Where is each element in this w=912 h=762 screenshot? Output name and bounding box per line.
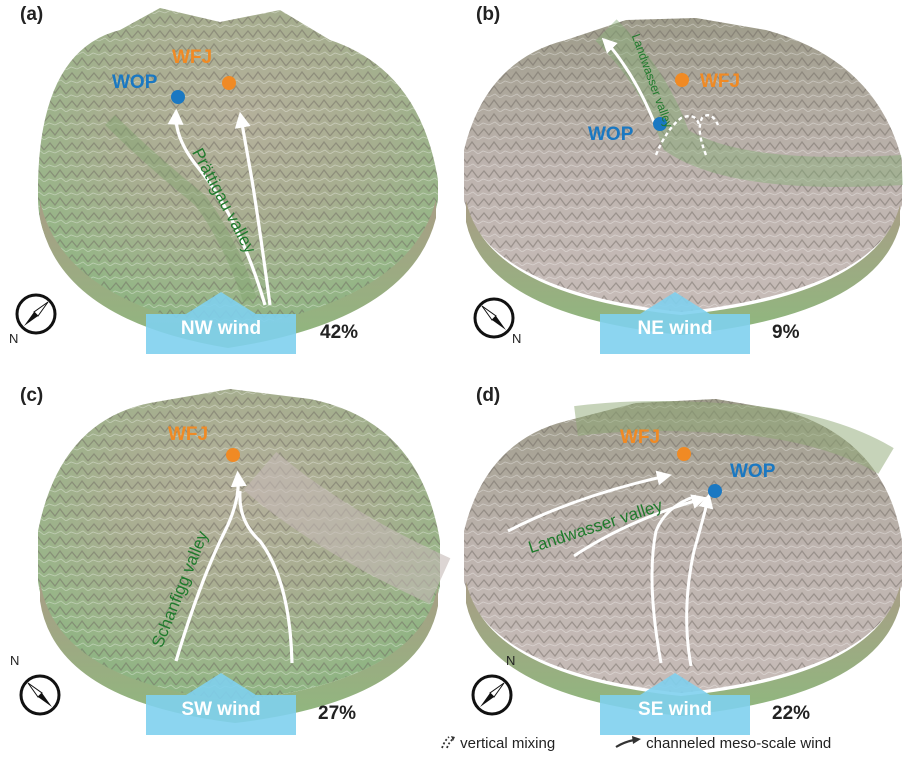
panel-b: (b) WFJ WOP Landwasser valley NE wind 9%… bbox=[456, 0, 912, 381]
panel-label: (c) bbox=[20, 385, 44, 406]
channeled-wind-arrow bbox=[507, 470, 672, 533]
wind-frequency: 42% bbox=[320, 322, 359, 343]
vertical-mixing-icon bbox=[654, 114, 720, 156]
panel-label: (a) bbox=[20, 4, 44, 25]
legend-vertical-mixing: vertical mixing bbox=[440, 734, 555, 752]
north-label: N bbox=[512, 331, 522, 346]
wfj-marker bbox=[226, 448, 240, 462]
compass-icon bbox=[14, 292, 58, 336]
compass-icon bbox=[18, 673, 62, 717]
wop-marker bbox=[653, 117, 667, 131]
compass-icon bbox=[470, 673, 514, 717]
wfj-marker bbox=[222, 76, 236, 90]
legend-label: channeled meso-scale wind bbox=[646, 735, 832, 752]
wfj-label: WFJ bbox=[700, 71, 741, 92]
wfj-label: WFJ bbox=[168, 424, 209, 445]
channeled-wind-arrow bbox=[685, 493, 714, 667]
wind-label: SE wind bbox=[638, 699, 712, 720]
vertical-mixing-icon bbox=[441, 736, 455, 749]
terrain-relief-a bbox=[38, 8, 438, 348]
wfj-marker bbox=[675, 73, 689, 87]
channeled-wind-arrow bbox=[238, 490, 294, 664]
channeled-wind-arrow bbox=[167, 108, 267, 306]
wop-marker bbox=[171, 90, 185, 104]
compass-icon bbox=[472, 296, 516, 340]
panel-label: (d) bbox=[476, 385, 501, 406]
wind-frequency: 27% bbox=[318, 703, 357, 724]
wind-label: NE wind bbox=[637, 318, 713, 339]
wind-frequency: 22% bbox=[772, 703, 811, 724]
channeled-wind-arrow bbox=[174, 470, 247, 662]
wind-label: NW wind bbox=[180, 318, 262, 339]
panel-c: (c) WFJ Schanfigg valley SW wind 27% N bbox=[0, 381, 456, 762]
panel-label: (b) bbox=[476, 4, 501, 25]
terrain-relief-b bbox=[464, 18, 903, 335]
terrain-relief-d bbox=[464, 399, 902, 716]
channeled-wind-arrow bbox=[234, 111, 272, 306]
wfj-label: WFJ bbox=[620, 427, 661, 448]
wind-direction-arrow: SE wind bbox=[600, 673, 750, 735]
wop-label: WOP bbox=[588, 124, 634, 145]
wind-direction-arrow: SW wind bbox=[146, 673, 296, 735]
channeled-wind-arrow bbox=[601, 37, 656, 123]
wop-marker bbox=[708, 484, 722, 498]
channeled-wind-icon bbox=[615, 736, 641, 748]
channeled-wind-arrow bbox=[650, 494, 697, 664]
wind-direction-arrow: NE wind bbox=[600, 292, 750, 354]
wop-label: WOP bbox=[730, 461, 776, 482]
wfj-marker bbox=[677, 447, 691, 461]
north-label: N bbox=[10, 653, 20, 668]
north-label: N bbox=[9, 331, 19, 346]
legend-label: vertical mixing bbox=[460, 735, 556, 752]
wind-frequency: 9% bbox=[772, 322, 800, 343]
panel-d: (d) WFJ WOP Landwasser valley SE wind 22… bbox=[456, 381, 912, 762]
wfj-label: WFJ bbox=[172, 47, 213, 68]
terrain-relief-c bbox=[38, 389, 451, 723]
wind-direction-arrow: NW wind bbox=[146, 292, 296, 354]
legend-channeled-wind: channeled meso-scale wind bbox=[614, 734, 831, 752]
wind-label: SW wind bbox=[181, 699, 261, 720]
panel-a: (a) WFJ WOP Prättigau valley NW wind 42%… bbox=[0, 0, 456, 381]
channeled-wind-arrow bbox=[573, 494, 707, 558]
north-label: N bbox=[506, 653, 516, 668]
wop-label: WOP bbox=[112, 72, 158, 93]
